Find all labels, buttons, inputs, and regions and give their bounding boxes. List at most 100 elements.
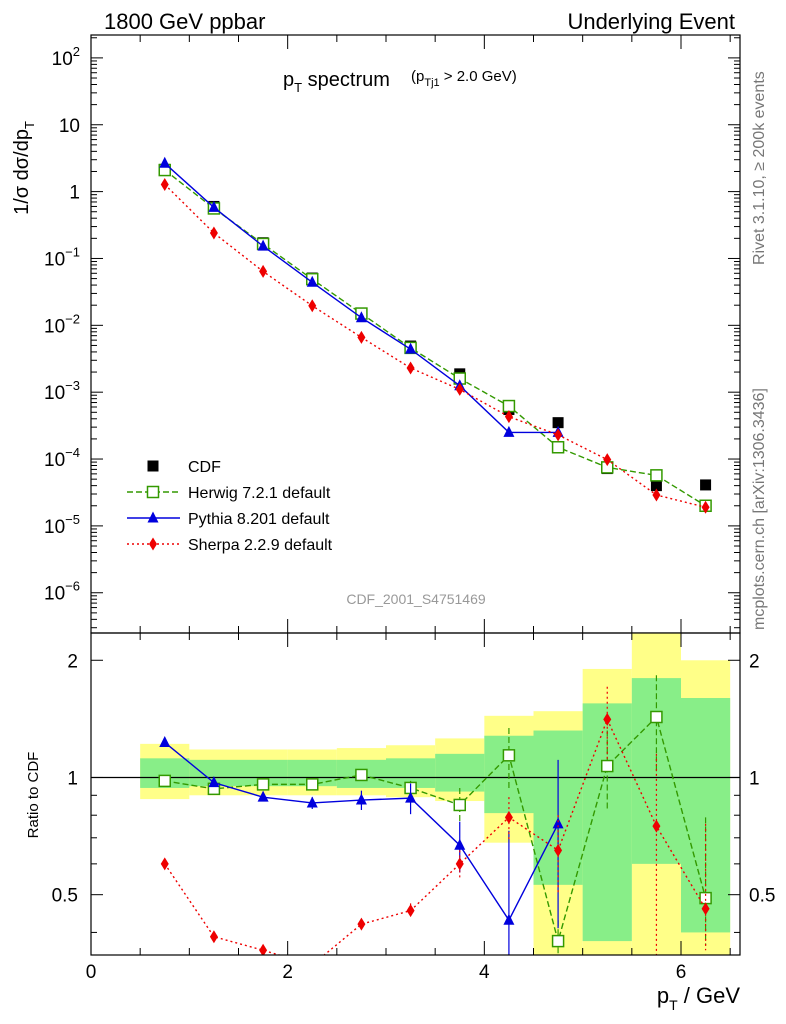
data-point [209,226,218,240]
header-left: 1800 GeV ppbar [104,9,265,34]
legend-entry: Sherpa 2.2.9 default [127,537,333,554]
ratio-point [405,791,417,803]
main-ylabel-main: 1/σ dσ/dp [11,129,33,215]
ratio-point [650,710,663,724]
legend-label: Pythia 8.201 default [188,511,330,528]
ratio-series-sherpa [160,686,710,971]
ratio-point [455,857,464,871]
x-tick-label: 6 [676,962,687,983]
data-point [701,500,710,514]
ratio-point [208,776,220,788]
legend-label: CDF [188,459,221,476]
x-tick-label: 0 [86,962,97,983]
data-point [700,479,712,491]
main-title-sub: T [294,80,302,95]
svg-text:pT spectrum: pT spectrum [283,69,390,95]
data-point [355,311,367,323]
legend: CDF Herwig 7.2.1 default Pythia 8.201 defa… [127,459,333,554]
ratio-y-tick-label-right: 0.5 [749,886,775,907]
ratio-point [355,768,368,782]
main-title-cut-rest: > 2.0 GeV) [440,68,517,85]
ratio-point [159,735,171,747]
ratio-point [406,904,415,918]
series-line [164,162,559,434]
y-tick-label: 10−6 [44,579,80,605]
legend-marker [147,511,159,523]
data-point [552,417,564,429]
main-title-p: p [283,69,294,91]
ratio-point [306,778,319,791]
data-point [554,428,563,442]
data-point [603,453,612,467]
ratio-line [164,717,707,955]
series-pythia [159,156,564,437]
main-y-ticks: 102 10 1 10−1 10−2 10−3 10−4 10−5 10−6 [44,35,740,633]
y-tick-label: 10−1 [44,244,80,270]
rivet-label: Rivet 3.1.10, ≥ 200k events [751,71,768,265]
ratio-point [503,913,515,925]
y-tick-label: 10−4 [44,445,80,471]
main-title: pT spectrum (pTj1 > 2.0 GeV) [283,68,517,95]
ratio-point [308,958,316,971]
legend-label: Sherpa 2.2.9 default [188,537,333,554]
legend-label: Herwig 7.2.1 default [188,485,331,502]
ratio-point [209,930,218,944]
data-point [652,488,661,502]
data-point [257,239,269,251]
ratio-point [257,790,269,802]
data-point [357,330,366,344]
ratio-plot-area [91,633,740,971]
ratio-y-tick-label: 1 [67,768,78,789]
ratio-point [357,917,366,931]
main-title-rest: spectrum [302,69,390,91]
series-line [164,183,706,508]
ratio-point [551,934,565,948]
data-point [208,200,220,212]
data-point [551,441,565,454]
y-tick-label: 1 [69,183,80,204]
ratio-y-tick-label-right: 1 [749,768,760,789]
x-tick-label: 2 [282,962,293,983]
ratio-point [453,798,466,812]
legend-entry: Pythia 8.201 default [127,511,330,528]
data-point [160,177,169,191]
data-point [308,299,317,313]
legend-entry: CDF [147,459,221,476]
ratio-ticks: 0.5 0.5 1 1 2 2 0 2 4 6 [52,633,775,983]
series-herwig [158,163,712,513]
ratio-y-tick-label-right: 2 [749,651,760,672]
band-green [582,703,632,942]
ratio-series-pythia [159,735,564,955]
ratio-point [601,759,614,773]
ratio-point [256,778,270,791]
ratio-point [554,843,563,857]
data-point [159,156,171,168]
header-right: Underlying Event [567,9,735,34]
y-tick-label: 10−5 [44,512,80,538]
y-tick-label: 10−2 [44,311,80,337]
ratio-point [306,796,318,808]
ratio-point [502,749,516,762]
data-point [503,425,515,437]
ratio-point [160,857,169,871]
ratio-point [652,819,661,833]
ratio-frame [90,632,741,956]
ratio-line [164,715,707,944]
y-tick-label: 10−3 [44,378,80,404]
series-sherpa [160,177,710,514]
ratio-point [454,838,466,850]
band-green [435,753,485,792]
svg-text:(pTj1 > 2.0 GeV): (pTj1 > 2.0 GeV) [411,68,517,89]
data-point [504,410,513,424]
ratio-point [603,712,612,726]
watermark: CDF_2001_S4751469 [346,591,486,607]
main-ylabel-sub: T [22,121,37,129]
series-cdf [159,163,712,492]
legend-entry: Herwig 7.2.1 default [127,485,331,502]
ratio-point [701,902,710,916]
series-line [164,169,706,507]
ratio-point [552,817,564,829]
data-point [650,469,663,482]
